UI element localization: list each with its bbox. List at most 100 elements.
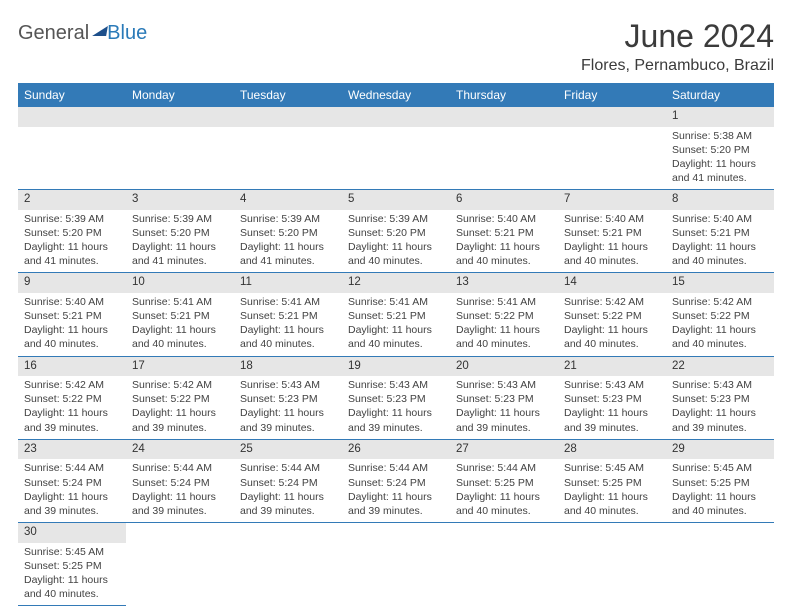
calendar-cell bbox=[234, 107, 342, 190]
calendar-cell: 20Sunrise: 5:43 AMSunset: 5:23 PMDayligh… bbox=[450, 356, 558, 439]
weekday-header: Thursday bbox=[450, 83, 558, 107]
calendar-cell: 16Sunrise: 5:42 AMSunset: 5:22 PMDayligh… bbox=[18, 356, 126, 439]
day-details: Sunrise: 5:42 AMSunset: 5:22 PMDaylight:… bbox=[558, 293, 666, 356]
daylight-line: Daylight: 11 hours and 40 minutes. bbox=[240, 323, 336, 351]
day-number: 2 bbox=[18, 190, 126, 210]
day-number: 4 bbox=[234, 190, 342, 210]
calendar-cell: 1Sunrise: 5:38 AMSunset: 5:20 PMDaylight… bbox=[666, 107, 774, 190]
sunrise-line: Sunrise: 5:43 AM bbox=[348, 378, 444, 392]
calendar-cell: 30Sunrise: 5:45 AMSunset: 5:25 PMDayligh… bbox=[18, 523, 126, 606]
empty-day-strip bbox=[450, 107, 558, 127]
sunrise-line: Sunrise: 5:40 AM bbox=[456, 212, 552, 226]
sunrise-line: Sunrise: 5:42 AM bbox=[564, 295, 660, 309]
sunrise-line: Sunrise: 5:39 AM bbox=[348, 212, 444, 226]
calendar-cell bbox=[126, 523, 234, 606]
day-number: 6 bbox=[450, 190, 558, 210]
daylight-line: Daylight: 11 hours and 40 minutes. bbox=[672, 240, 768, 268]
calendar-cell: 5Sunrise: 5:39 AMSunset: 5:20 PMDaylight… bbox=[342, 190, 450, 273]
calendar-row: 30Sunrise: 5:45 AMSunset: 5:25 PMDayligh… bbox=[18, 523, 774, 606]
calendar-cell: 21Sunrise: 5:43 AMSunset: 5:23 PMDayligh… bbox=[558, 356, 666, 439]
daylight-line: Daylight: 11 hours and 39 minutes. bbox=[132, 490, 228, 518]
sunset-line: Sunset: 5:21 PM bbox=[132, 309, 228, 323]
day-details: Sunrise: 5:44 AMSunset: 5:25 PMDaylight:… bbox=[450, 459, 558, 522]
day-number: 28 bbox=[558, 440, 666, 460]
day-number: 12 bbox=[342, 273, 450, 293]
daylight-line: Daylight: 11 hours and 40 minutes. bbox=[564, 323, 660, 351]
sunset-line: Sunset: 5:23 PM bbox=[672, 392, 768, 406]
calendar-cell: 10Sunrise: 5:41 AMSunset: 5:21 PMDayligh… bbox=[126, 273, 234, 356]
calendar-cell: 29Sunrise: 5:45 AMSunset: 5:25 PMDayligh… bbox=[666, 439, 774, 522]
calendar-cell: 25Sunrise: 5:44 AMSunset: 5:24 PMDayligh… bbox=[234, 439, 342, 522]
daylight-line: Daylight: 11 hours and 41 minutes. bbox=[24, 240, 120, 268]
sunset-line: Sunset: 5:24 PM bbox=[348, 476, 444, 490]
day-details: Sunrise: 5:45 AMSunset: 5:25 PMDaylight:… bbox=[558, 459, 666, 522]
day-number: 30 bbox=[18, 523, 126, 543]
sail-icon bbox=[92, 26, 108, 36]
calendar-cell: 12Sunrise: 5:41 AMSunset: 5:21 PMDayligh… bbox=[342, 273, 450, 356]
sunrise-line: Sunrise: 5:44 AM bbox=[456, 461, 552, 475]
day-number: 3 bbox=[126, 190, 234, 210]
sunrise-line: Sunrise: 5:41 AM bbox=[132, 295, 228, 309]
daylight-line: Daylight: 11 hours and 39 minutes. bbox=[348, 406, 444, 434]
calendar-cell: 14Sunrise: 5:42 AMSunset: 5:22 PMDayligh… bbox=[558, 273, 666, 356]
calendar-cell: 2Sunrise: 5:39 AMSunset: 5:20 PMDaylight… bbox=[18, 190, 126, 273]
calendar-cell bbox=[558, 523, 666, 606]
sunrise-line: Sunrise: 5:42 AM bbox=[24, 378, 120, 392]
daylight-line: Daylight: 11 hours and 40 minutes. bbox=[672, 490, 768, 518]
sunrise-line: Sunrise: 5:40 AM bbox=[564, 212, 660, 226]
day-number: 24 bbox=[126, 440, 234, 460]
day-number: 21 bbox=[558, 357, 666, 377]
calendar-cell bbox=[342, 107, 450, 190]
calendar-cell: 27Sunrise: 5:44 AMSunset: 5:25 PMDayligh… bbox=[450, 439, 558, 522]
day-number: 15 bbox=[666, 273, 774, 293]
weekday-header-row: Sunday Monday Tuesday Wednesday Thursday… bbox=[18, 83, 774, 107]
day-details: Sunrise: 5:40 AMSunset: 5:21 PMDaylight:… bbox=[666, 210, 774, 273]
day-details: Sunrise: 5:39 AMSunset: 5:20 PMDaylight:… bbox=[18, 210, 126, 273]
empty-day-strip bbox=[558, 107, 666, 127]
sunrise-line: Sunrise: 5:41 AM bbox=[456, 295, 552, 309]
calendar-cell bbox=[666, 523, 774, 606]
sunrise-line: Sunrise: 5:43 AM bbox=[564, 378, 660, 392]
calendar-cell: 4Sunrise: 5:39 AMSunset: 5:20 PMDaylight… bbox=[234, 190, 342, 273]
daylight-line: Daylight: 11 hours and 39 minutes. bbox=[240, 406, 336, 434]
calendar-cell: 26Sunrise: 5:44 AMSunset: 5:24 PMDayligh… bbox=[342, 439, 450, 522]
weekday-header: Monday bbox=[126, 83, 234, 107]
daylight-line: Daylight: 11 hours and 40 minutes. bbox=[564, 490, 660, 518]
empty-day-strip bbox=[18, 107, 126, 127]
sunrise-line: Sunrise: 5:44 AM bbox=[132, 461, 228, 475]
sunrise-line: Sunrise: 5:39 AM bbox=[132, 212, 228, 226]
sunset-line: Sunset: 5:24 PM bbox=[24, 476, 120, 490]
daylight-line: Daylight: 11 hours and 40 minutes. bbox=[348, 323, 444, 351]
calendar-cell bbox=[126, 107, 234, 190]
day-number: 19 bbox=[342, 357, 450, 377]
sunset-line: Sunset: 5:23 PM bbox=[240, 392, 336, 406]
logo-text-general: General bbox=[18, 22, 89, 45]
day-number: 22 bbox=[666, 357, 774, 377]
sunset-line: Sunset: 5:23 PM bbox=[564, 392, 660, 406]
day-details: Sunrise: 5:44 AMSunset: 5:24 PMDaylight:… bbox=[126, 459, 234, 522]
day-details: Sunrise: 5:44 AMSunset: 5:24 PMDaylight:… bbox=[18, 459, 126, 522]
sunset-line: Sunset: 5:21 PM bbox=[240, 309, 336, 323]
empty-day-strip bbox=[126, 107, 234, 127]
day-details: Sunrise: 5:39 AMSunset: 5:20 PMDaylight:… bbox=[126, 210, 234, 273]
day-details: Sunrise: 5:42 AMSunset: 5:22 PMDaylight:… bbox=[18, 376, 126, 439]
calendar-row: 2Sunrise: 5:39 AMSunset: 5:20 PMDaylight… bbox=[18, 190, 774, 273]
day-number: 5 bbox=[342, 190, 450, 210]
day-number: 13 bbox=[450, 273, 558, 293]
logo-text-blue: Blue bbox=[107, 22, 147, 45]
day-details: Sunrise: 5:40 AMSunset: 5:21 PMDaylight:… bbox=[450, 210, 558, 273]
sunset-line: Sunset: 5:21 PM bbox=[348, 309, 444, 323]
calendar-cell bbox=[450, 107, 558, 190]
sunrise-line: Sunrise: 5:44 AM bbox=[240, 461, 336, 475]
sunset-line: Sunset: 5:24 PM bbox=[240, 476, 336, 490]
sunrise-line: Sunrise: 5:44 AM bbox=[348, 461, 444, 475]
day-details: Sunrise: 5:45 AMSunset: 5:25 PMDaylight:… bbox=[18, 543, 126, 606]
sunrise-line: Sunrise: 5:43 AM bbox=[456, 378, 552, 392]
day-details: Sunrise: 5:39 AMSunset: 5:20 PMDaylight:… bbox=[342, 210, 450, 273]
calendar-cell: 6Sunrise: 5:40 AMSunset: 5:21 PMDaylight… bbox=[450, 190, 558, 273]
calendar-cell: 9Sunrise: 5:40 AMSunset: 5:21 PMDaylight… bbox=[18, 273, 126, 356]
day-details: Sunrise: 5:43 AMSunset: 5:23 PMDaylight:… bbox=[450, 376, 558, 439]
calendar-row: 1Sunrise: 5:38 AMSunset: 5:20 PMDaylight… bbox=[18, 107, 774, 190]
sunset-line: Sunset: 5:25 PM bbox=[564, 476, 660, 490]
calendar-row: 9Sunrise: 5:40 AMSunset: 5:21 PMDaylight… bbox=[18, 273, 774, 356]
